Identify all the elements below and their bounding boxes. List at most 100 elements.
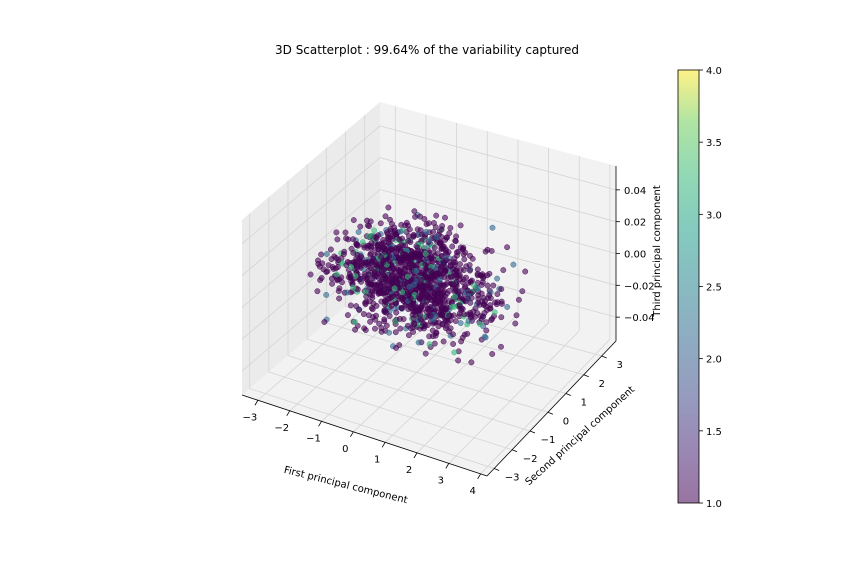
scatter-point (377, 280, 384, 287)
z-tick-label: −0.02 (624, 281, 655, 292)
scatter-point (370, 300, 377, 307)
scatter-point (429, 327, 436, 334)
scatter-point (366, 233, 372, 240)
scatter-point (316, 263, 323, 270)
scatter-point (480, 273, 487, 280)
scatter-point (365, 263, 372, 270)
scatter-point (336, 285, 343, 292)
scatter-point (382, 213, 389, 220)
scatter-point (441, 288, 448, 294)
colorbar-tick-label: 3.5 (706, 138, 722, 149)
scatter-point (318, 251, 325, 258)
scatter-point (447, 225, 454, 231)
scatter-point (457, 320, 464, 327)
scatter-point (361, 271, 368, 278)
colorbar: 1.0 1.5 2.0 2.5 3.0 3.5 4.0 (677, 66, 722, 510)
scatter-point (328, 256, 335, 263)
scatter-point (375, 263, 382, 270)
scatter-point (397, 325, 404, 332)
scatter-point (357, 276, 364, 282)
scatter-point (492, 299, 499, 306)
scatter-point (472, 313, 478, 320)
scatter-point (449, 243, 456, 250)
chart-title: 3D Scatterplot : 99.64% of the variabili… (275, 43, 579, 57)
scatter-point (427, 284, 434, 291)
scatter-point (364, 217, 370, 224)
colorbar-tick-label: 3.0 (706, 210, 722, 221)
scatter-point (434, 250, 441, 257)
scatter-point (370, 255, 377, 262)
scatter-point (323, 251, 330, 257)
y-tick-mark (565, 393, 571, 396)
scatter-point (415, 247, 422, 254)
scatter-point (435, 286, 442, 293)
scatter-point (406, 283, 413, 290)
scatter-point (395, 293, 402, 300)
scatter-point (455, 357, 462, 364)
scatter-point (343, 235, 350, 242)
scatter-point (405, 322, 411, 329)
x-tick-label: −1 (306, 433, 321, 444)
y-tick-label: −2 (523, 454, 538, 465)
scatter-point (519, 288, 526, 295)
scatter-point (451, 349, 458, 356)
grid-line (307, 338, 549, 413)
scatter-point (397, 265, 404, 272)
scatter-point (375, 241, 382, 248)
scatter-point (404, 273, 411, 280)
scatter-point (400, 316, 407, 323)
scatter-point (396, 236, 403, 243)
scatter-point (370, 314, 377, 321)
scatter-point (378, 325, 385, 331)
scatter-point (327, 246, 334, 253)
scatter-point (328, 275, 335, 282)
scatter-point (457, 222, 464, 229)
scatter-point (392, 329, 399, 336)
scatter-point (458, 338, 465, 345)
scatter-point (466, 262, 473, 268)
scatter-point (373, 234, 380, 241)
scatter-point (486, 305, 493, 312)
scatter-point (360, 311, 367, 318)
scatter-point (393, 309, 400, 316)
scatter-point (388, 279, 395, 286)
scatter-point (347, 302, 354, 309)
data-points (307, 204, 529, 366)
colorbar-tick-label: 2.0 (706, 355, 722, 366)
scatter-point (329, 280, 336, 287)
grid-line (241, 157, 381, 276)
scatter-point (451, 293, 458, 300)
scatter-point (431, 244, 438, 251)
scatter-point (426, 237, 433, 244)
scatter-point (399, 289, 406, 295)
grid-line (379, 157, 617, 223)
scatter-point (446, 230, 453, 237)
scatter-point (333, 271, 340, 278)
scatter-point (436, 276, 443, 283)
scatter-point (386, 329, 393, 336)
scatter-point (461, 256, 468, 263)
y-tick-label: 2 (599, 379, 605, 390)
scatter-point (395, 243, 402, 250)
scatter-point (350, 284, 357, 291)
scatter-point (393, 250, 400, 257)
scatter-point (321, 319, 328, 325)
scatter-point (410, 262, 417, 269)
scatter-point (354, 264, 361, 271)
scatter-point (403, 219, 410, 226)
scatter-point (513, 312, 520, 319)
scatter-point (512, 320, 519, 327)
scatter-point (435, 323, 442, 330)
scatter-point (481, 301, 488, 308)
scatter-point (440, 338, 447, 345)
x-tick-label: 4 (469, 486, 475, 497)
scatter-point (375, 246, 382, 253)
colorbar-tick-label: 1.5 (706, 427, 722, 438)
scatter-point (433, 234, 440, 241)
scatter-point (371, 227, 378, 234)
scatter-point (442, 214, 448, 221)
scatter-point (353, 258, 360, 265)
scatter-point (475, 299, 482, 306)
scatter-point (387, 246, 394, 253)
scatter-point (342, 229, 349, 236)
